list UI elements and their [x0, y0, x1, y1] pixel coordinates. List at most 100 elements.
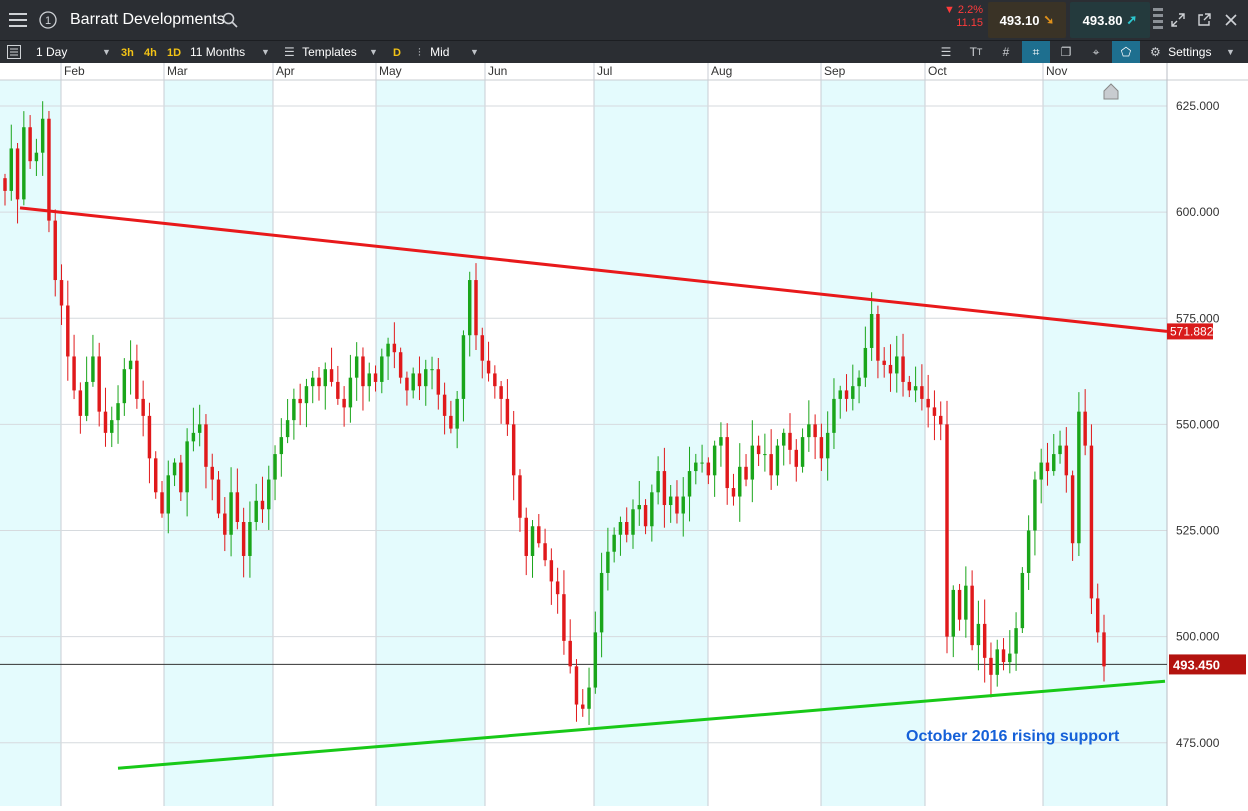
candle-body [260, 500, 265, 510]
top-bar: 1 Barratt Developments ▼ 2.2% 11.15 493.… [0, 0, 1248, 40]
grid-icon[interactable]: # [1002, 45, 1010, 59]
candle-body [706, 462, 711, 476]
candle-body [989, 657, 993, 675]
close-icon[interactable] [1215, 4, 1247, 36]
chevron-down-icon: ▼ [261, 47, 270, 57]
candle-body [1052, 454, 1056, 472]
candle-body [380, 356, 384, 382]
candle-body [694, 462, 698, 472]
candle-body [461, 335, 466, 399]
candle-body [505, 398, 510, 425]
candle-body [216, 479, 221, 514]
candle-body [756, 445, 761, 455]
candle-body [110, 420, 114, 433]
chevron-down-icon: ▼ [369, 47, 378, 57]
x-tick-label: Sep [824, 64, 846, 78]
candle-body [832, 398, 836, 433]
tag-icon[interactable]: ⬠ [1112, 41, 1140, 63]
support-trendline [117, 679, 1166, 770]
menu-icon[interactable] [2, 4, 34, 36]
candle-body [964, 585, 968, 620]
candle-body [543, 543, 547, 561]
candle-body [1008, 653, 1012, 663]
search-icon[interactable] [214, 4, 246, 36]
candle-body [1064, 445, 1069, 476]
link-group-icon[interactable]: 1 [32, 4, 64, 36]
legend-icon[interactable]: ☰ [940, 45, 952, 59]
candle-body [442, 394, 447, 416]
settings-button[interactable]: ⚙ Settings ▼ [1150, 41, 1242, 63]
price-chart[interactable]: Feb Mar Apr May Jun Jul Aug Sep Oct Nov 625.000 600… [0, 63, 1248, 806]
candle-body [769, 454, 773, 476]
candle-body [285, 420, 290, 438]
chart-list-icon[interactable] [7, 44, 21, 66]
candle-body [888, 364, 893, 374]
candle-body [581, 704, 585, 709]
candle-body [838, 390, 842, 399]
candle-body [103, 411, 108, 433]
candle-body [15, 148, 20, 200]
arrow-down-icon: ➘ [1043, 12, 1055, 27]
sliders-icon: ☰ [284, 45, 295, 59]
candle-body [292, 398, 296, 421]
quick-interval-1d[interactable]: 1D [167, 47, 182, 59]
chart-area[interactable]: Feb Mar Apr May Jun Jul Aug Sep Oct Nov 625.000 600… [0, 63, 1248, 806]
candle-body [907, 381, 912, 391]
month-band [594, 80, 708, 806]
crosshair-icon[interactable]: ⌗ [1022, 41, 1050, 63]
sell-price: 493.10 [999, 12, 1040, 28]
price-type-select[interactable]: ⫶ Mid ▼ [418, 41, 482, 63]
candle-body [72, 356, 76, 391]
expand-icon[interactable] [1162, 4, 1194, 36]
resistance-value-label: 571.882 [1170, 324, 1214, 338]
pop-out-icon[interactable] [1188, 4, 1220, 36]
price-type-chip[interactable]: D [393, 47, 401, 59]
candle-body [844, 390, 849, 399]
candle-body [794, 449, 799, 467]
x-tick-label: Nov [1046, 64, 1067, 78]
layers-icon[interactable]: ❐ [1060, 45, 1072, 59]
candle-body [84, 381, 89, 416]
range-select[interactable]: 11 Months ▼ [190, 41, 272, 63]
candle-body [354, 356, 359, 378]
instrument-name[interactable]: Barratt Developments [70, 11, 225, 28]
candle-body [524, 517, 528, 556]
current-price-tag [1169, 654, 1246, 675]
depth-icon[interactable] [1153, 6, 1163, 34]
candle-body [562, 594, 566, 641]
month-band [0, 80, 61, 806]
current-price-label: 493.450 [1173, 657, 1220, 672]
candle-body [719, 437, 723, 446]
candle-body [279, 437, 284, 455]
candle-body [197, 424, 202, 433]
y-tick-label: 525.000 [1176, 524, 1220, 538]
quick-interval-3h[interactable]: 3h [121, 47, 134, 59]
drawing-tools-icon[interactable]: ⌖ [1092, 44, 1100, 59]
interval-value: 1 Day [36, 45, 68, 59]
support-annotation: October 2016 rising support [906, 728, 1120, 745]
candle-body [398, 352, 403, 378]
gear-icon: ⚙ [1150, 45, 1161, 59]
candle-body [424, 369, 428, 387]
interval-select[interactable]: 1 Day ▼ [36, 41, 114, 63]
candle-body [725, 437, 729, 489]
candle-body [298, 398, 302, 404]
buy-price-button[interactable]: 493.80 ➚ [1070, 2, 1150, 38]
candle-body [599, 572, 604, 633]
quick-interval-4h[interactable]: 4h [144, 47, 157, 59]
sell-price-button[interactable]: 493.10 ➘ [988, 2, 1066, 38]
candle-body [304, 386, 309, 404]
candle-body [116, 403, 120, 421]
candle-body [273, 454, 277, 480]
candle-body [700, 462, 704, 464]
candle-body [643, 505, 648, 527]
candle-body [1089, 445, 1094, 599]
candle-body [1020, 572, 1025, 629]
candle-body [593, 632, 598, 688]
x-tick-label: Jul [597, 64, 612, 78]
candle-body [1077, 411, 1081, 544]
templates-menu[interactable]: ☰ Templates ▼ [284, 41, 380, 63]
candle-body [568, 640, 572, 667]
y-tick-label: 600.000 [1176, 205, 1220, 219]
